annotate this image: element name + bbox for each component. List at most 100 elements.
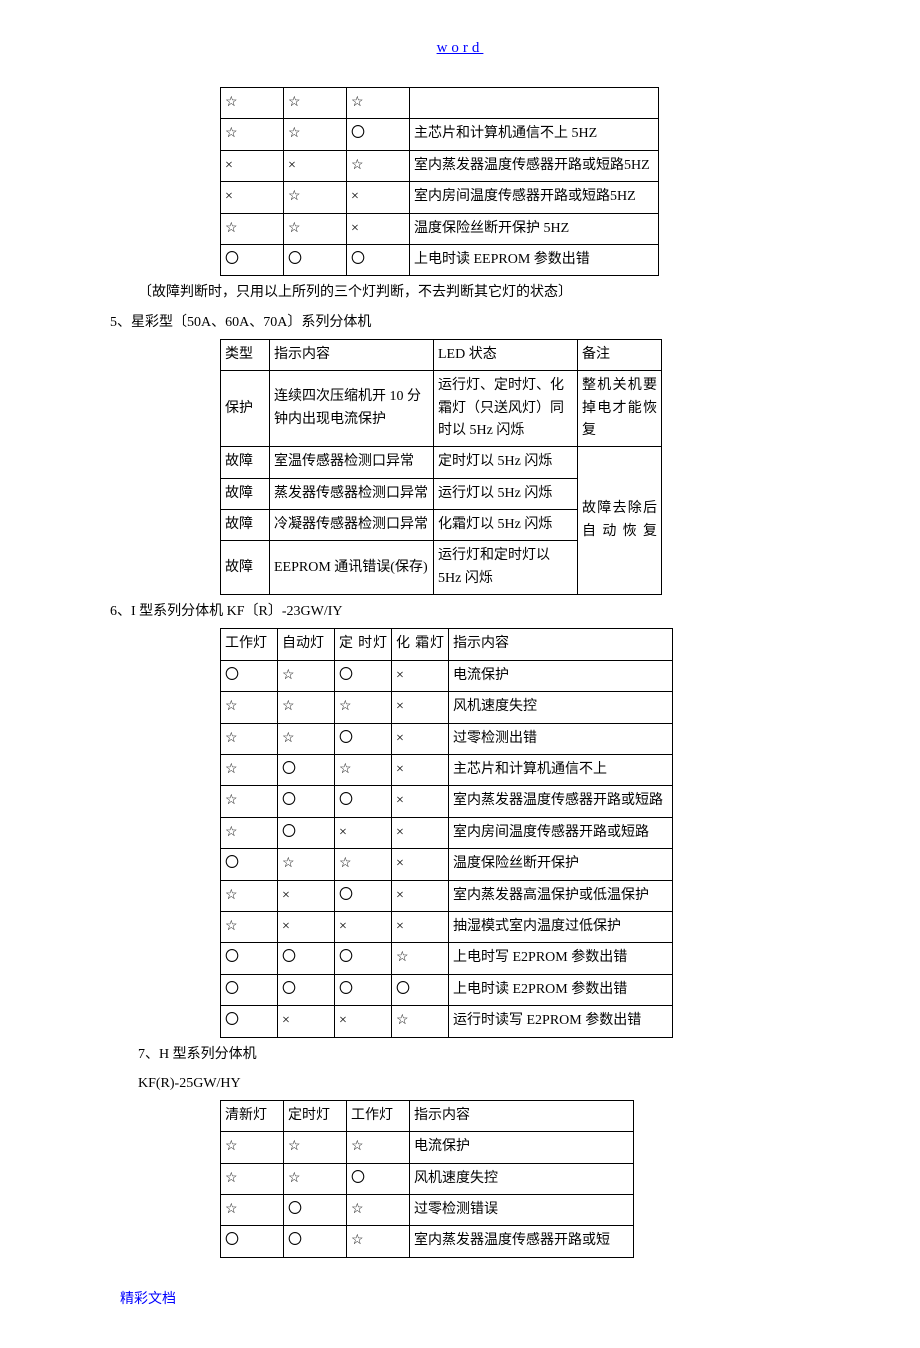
cell: 〇 (278, 786, 335, 817)
cell: 整机关机要掉电才能恢复 (578, 371, 662, 447)
cell: ☆ (347, 88, 410, 119)
cell: × (392, 849, 449, 880)
cell: × (335, 817, 392, 848)
cell: 〇 (335, 723, 392, 754)
cell: 连续四次压缩机开 10 分钟内出现电流保护 (270, 371, 434, 447)
cell: ☆ (284, 88, 347, 119)
cell: × (278, 1006, 335, 1037)
table-row: ☆☆〇风机速度失控 (221, 1163, 634, 1194)
cell: 上电时读 E2PROM 参数出错 (449, 974, 673, 1005)
cell: ☆ (221, 911, 278, 942)
cell: × (335, 911, 392, 942)
cell: 故障 (221, 478, 270, 509)
cell: 〇 (221, 660, 278, 691)
cell: 工作灯 (221, 629, 278, 660)
section-5-title: 5、星彩型〔50A、60A、70A〕系列分体机 (110, 310, 810, 335)
section-7-model: KF(R)-25GW/HY (110, 1071, 810, 1096)
table-row: ×☆×室内房间温度传感器开路或短路5HZ (221, 182, 659, 213)
cell: 风机速度失控 (449, 692, 673, 723)
cell: 〇 (335, 974, 392, 1005)
cell: ☆ (221, 1195, 284, 1226)
cell: × (392, 754, 449, 785)
cell: × (221, 182, 284, 213)
cell: × (392, 817, 449, 848)
table-2: 类型 指示内容 LED 状态 备注 保护 连续四次压缩机开 10 分钟内出现电流… (220, 339, 662, 596)
cell: ☆ (284, 119, 347, 150)
page-footer: 精彩文档 (110, 1288, 810, 1308)
cell: 室内房间温度传感器开路或短路 (449, 817, 673, 848)
cell: 指示内容 (270, 339, 434, 370)
cell: 〇 (392, 974, 449, 1005)
header-text: word (437, 40, 484, 56)
cell: ☆ (278, 660, 335, 691)
cell: 〇 (221, 1226, 284, 1257)
table-row: ☆×〇×室内蒸发器高温保护或低温保护 (221, 880, 673, 911)
cell: ☆ (221, 119, 284, 150)
cell: 指示内容 (410, 1100, 634, 1131)
cell: ☆ (221, 817, 278, 848)
cell: ☆ (221, 88, 284, 119)
cell: 化霜灯以 5Hz 闪烁 (434, 510, 578, 541)
table-row: 〇〇〇☆上电时写 E2PROM 参数出错 (221, 943, 673, 974)
cell: 〇 (347, 119, 410, 150)
cell: 定时灯以 5Hz 闪烁 (434, 447, 578, 478)
cell: ☆ (347, 150, 410, 181)
cell: 主芯片和计算机通信不上 5HZ (410, 119, 659, 150)
cell: 过零检测出错 (449, 723, 673, 754)
cell: 上电时写 E2PROM 参数出错 (449, 943, 673, 974)
table-row: ☆〇☆过零检测错误 (221, 1195, 634, 1226)
cell: 上电时读 EEPROM 参数出错 (410, 244, 659, 275)
cell: 抽湿模式室内温度过低保护 (449, 911, 673, 942)
cell: 〇 (335, 943, 392, 974)
cell: 化 霜灯 (392, 629, 449, 660)
cell: ☆ (335, 692, 392, 723)
cell: 〇 (284, 244, 347, 275)
cell: 故障 (221, 541, 270, 595)
cell: 过零检测错误 (410, 1195, 634, 1226)
table-row: 工作灯 自动灯 定 时灯 化 霜灯 指示内容 (221, 629, 673, 660)
table-row: 故障 室温传感器检测口异常 定时灯以 5Hz 闪烁 故障去除后自动恢复 (221, 447, 662, 478)
table-row: 〇〇☆室内蒸发器温度传感器开路或短 (221, 1226, 634, 1257)
cell: ☆ (278, 849, 335, 880)
cell: 清新灯 (221, 1100, 284, 1131)
cell: ☆ (221, 786, 278, 817)
cell: 〇 (221, 244, 284, 275)
cell: 温度保险丝断开保护 (449, 849, 673, 880)
cell: ☆ (392, 1006, 449, 1037)
cell: 〇 (284, 1195, 347, 1226)
table-row: 〇☆〇×电流保护 (221, 660, 673, 691)
cell: 定 时灯 (335, 629, 392, 660)
cell: × (335, 1006, 392, 1037)
cell: 室温传感器检测口异常 (270, 447, 434, 478)
table-row: ☆☆〇×过零检测出错 (221, 723, 673, 754)
cell: × (347, 213, 410, 244)
table-row: ☆×××抽湿模式室内温度过低保护 (221, 911, 673, 942)
cell: ☆ (278, 723, 335, 754)
cell: × (278, 880, 335, 911)
table-row: 〇〇〇上电时读 EEPROM 参数出错 (221, 244, 659, 275)
cell: 运行时读写 E2PROM 参数出错 (449, 1006, 673, 1037)
cell: ☆ (221, 1132, 284, 1163)
cell: 工作灯 (347, 1100, 410, 1131)
cell: × (347, 182, 410, 213)
cell: 类型 (221, 339, 270, 370)
cell: 冷凝器传感器检测口异常 (270, 510, 434, 541)
cell: ☆ (284, 1163, 347, 1194)
cell: 〇 (335, 660, 392, 691)
table-1: ☆☆☆ ☆☆〇主芯片和计算机通信不上 5HZ ××☆室内蒸发器温度传感器开路或短… (220, 87, 659, 276)
cell: 定时灯 (284, 1100, 347, 1131)
cell: ☆ (347, 1226, 410, 1257)
cell: 〇 (278, 754, 335, 785)
cell: EEPROM 通讯错误(保存) (270, 541, 434, 595)
cell: 〇 (221, 943, 278, 974)
table-row: 清新灯定时灯工作灯指示内容 (221, 1100, 634, 1131)
section-6-title: 6、I 型系列分体机 KF〔R〕-23GW/IY (110, 599, 810, 624)
cell: 电流保护 (449, 660, 673, 691)
cell: 保护 (221, 371, 270, 447)
table-row: ☆☆☆电流保护 (221, 1132, 634, 1163)
cell: × (284, 150, 347, 181)
cell: ☆ (221, 754, 278, 785)
cell: 备注 (578, 339, 662, 370)
cell: 故障去除后自动恢复 (578, 447, 662, 595)
cell: × (392, 723, 449, 754)
